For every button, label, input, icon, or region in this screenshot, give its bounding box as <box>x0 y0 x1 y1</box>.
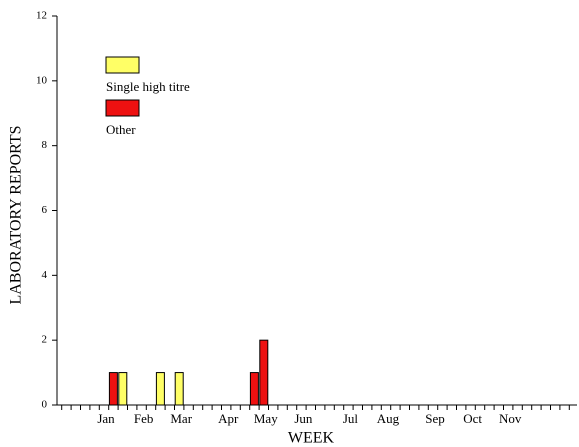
bar <box>155 372 165 406</box>
y-tick-label: 4 <box>42 269 48 281</box>
legend-label: Other <box>106 122 136 137</box>
x-tick-label: Nov <box>499 411 522 426</box>
bar <box>249 372 259 406</box>
x-tick-label: Apr <box>218 411 239 426</box>
bar <box>118 372 128 406</box>
y-tick-label: 12 <box>36 10 47 22</box>
x-tick-label: Feb <box>134 411 154 426</box>
x-tick-label: Jul <box>343 411 359 426</box>
x-tick-label: Sep <box>425 411 445 426</box>
bar <box>174 372 184 406</box>
x-tick-label: Jun <box>294 411 313 426</box>
y-tick-label: 8 <box>42 139 48 151</box>
legend-swatch <box>105 99 140 117</box>
x-tick-label: Jan <box>97 411 115 426</box>
bar <box>108 372 118 406</box>
y-tick-label: 6 <box>42 204 48 216</box>
y-axis-label: LABORATORY REPORTS <box>8 125 25 304</box>
y-tick-label: 2 <box>42 334 48 346</box>
bar <box>259 339 269 406</box>
x-tick-label: May <box>254 411 278 426</box>
legend-label: Single high titre <box>106 79 190 94</box>
legend-swatch <box>105 56 140 74</box>
y-tick-label: 10 <box>36 74 48 86</box>
x-axis-label: WEEK <box>288 430 335 447</box>
x-tick-label: Aug <box>377 411 400 426</box>
x-tick-label: Oct <box>463 411 482 426</box>
y-tick-label: 0 <box>42 399 48 411</box>
x-tick-label: Mar <box>170 411 192 426</box>
